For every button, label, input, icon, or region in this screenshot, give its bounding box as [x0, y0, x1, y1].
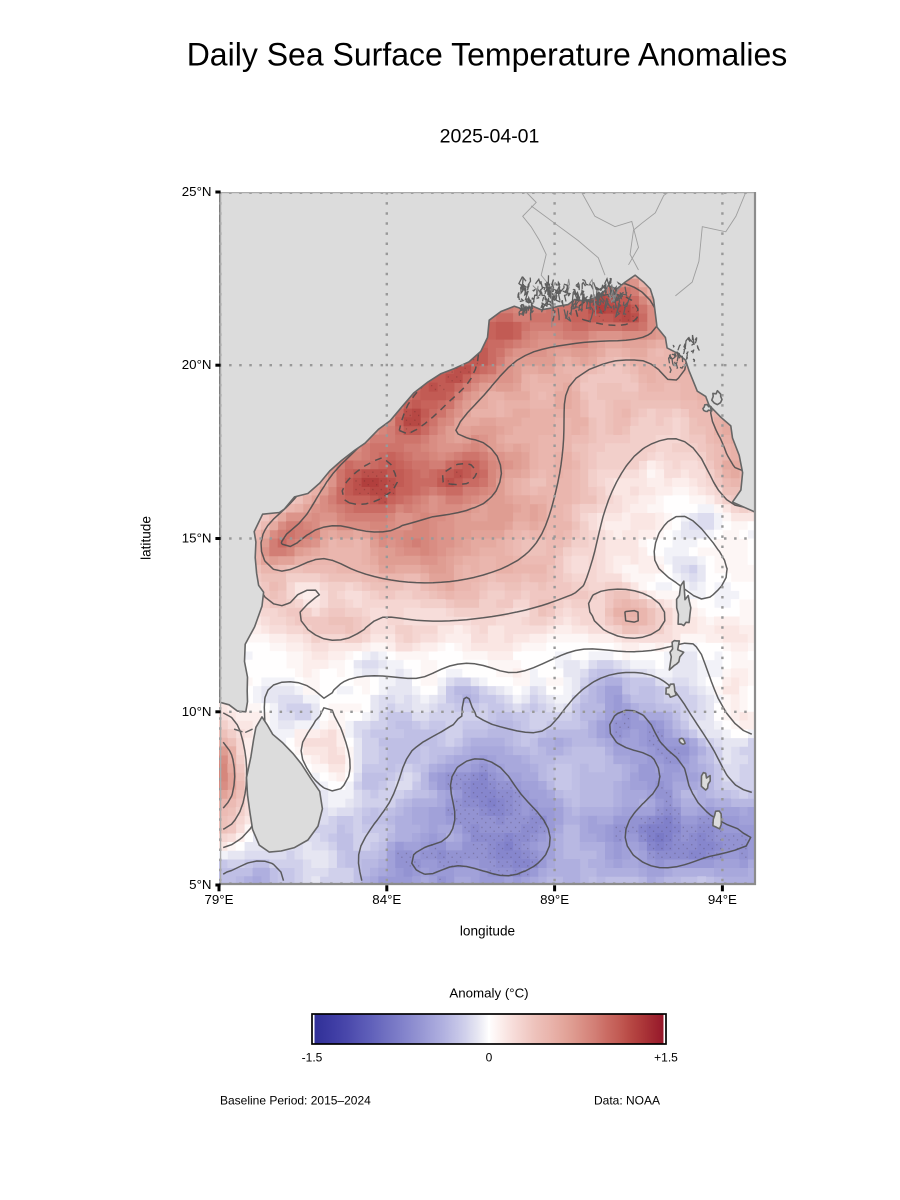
svg-text:89°E: 89°E — [540, 892, 569, 907]
svg-text:2025-04-01: 2025-04-01 — [440, 126, 540, 148]
svg-text:-1.5: -1.5 — [302, 1051, 323, 1065]
svg-text:5°N: 5°N — [189, 877, 211, 892]
svg-text:Daily Sea Surface Temperature: Daily Sea Surface Temperature Anomalies — [187, 37, 788, 73]
svg-text:Data: NOAA: Data: NOAA — [594, 1094, 660, 1108]
svg-text:10°N: 10°N — [182, 704, 212, 719]
svg-text:latitude: latitude — [139, 516, 154, 560]
svg-text:+1.5: +1.5 — [654, 1051, 678, 1065]
svg-text:84°E: 84°E — [372, 892, 401, 907]
svg-text:15°N: 15°N — [182, 531, 212, 546]
svg-text:Anomaly (°C): Anomaly (°C) — [449, 986, 528, 1001]
svg-text:25°N: 25°N — [182, 184, 212, 199]
svg-text:longitude: longitude — [460, 924, 515, 939]
svg-text:0: 0 — [486, 1051, 493, 1065]
svg-text:20°N: 20°N — [182, 357, 212, 372]
svg-text:Baseline Period: 2015–2024: Baseline Period: 2015–2024 — [220, 1094, 371, 1108]
svg-text:79°E: 79°E — [205, 892, 234, 907]
svg-text:94°E: 94°E — [708, 892, 737, 907]
